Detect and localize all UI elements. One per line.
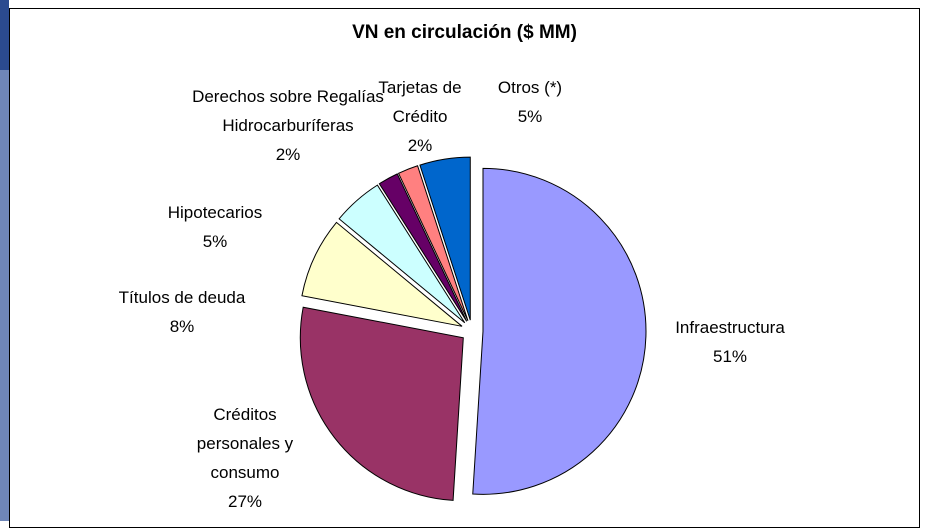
slice-value-label: 5% bbox=[517, 107, 543, 126]
slice-label: Derechos sobre Regalías Hidrocarburífera… bbox=[192, 87, 384, 135]
pie-slice bbox=[301, 221, 463, 327]
slice-label: Créditos personales y consumo bbox=[196, 405, 294, 482]
slice-value-label: 27% bbox=[227, 492, 263, 511]
pie-slice bbox=[419, 156, 471, 321]
pie-slice bbox=[299, 306, 464, 501]
pie-slice bbox=[472, 167, 647, 495]
pie-slice bbox=[397, 165, 469, 321]
side-strip bbox=[0, 0, 9, 521]
slice-label: Títulos de deuda bbox=[118, 288, 246, 307]
slice-value-label: 2% bbox=[275, 145, 301, 164]
slice-label: Tarjetas de Crédito bbox=[378, 78, 462, 126]
slice-value-label: 5% bbox=[202, 232, 228, 251]
slice-value-label: 51% bbox=[712, 347, 748, 366]
slice-label: Hipotecarios bbox=[167, 203, 263, 222]
slice-value-label: 2% bbox=[407, 136, 433, 155]
slice-label: Infraestructura bbox=[675, 318, 785, 337]
slice-label: Otros (*) bbox=[497, 78, 563, 97]
pie-slice bbox=[378, 173, 468, 322]
slice-value-label: 8% bbox=[169, 317, 195, 336]
pie-slice bbox=[338, 184, 466, 324]
chart-title: VN en circulación ($ MM) bbox=[352, 22, 577, 43]
